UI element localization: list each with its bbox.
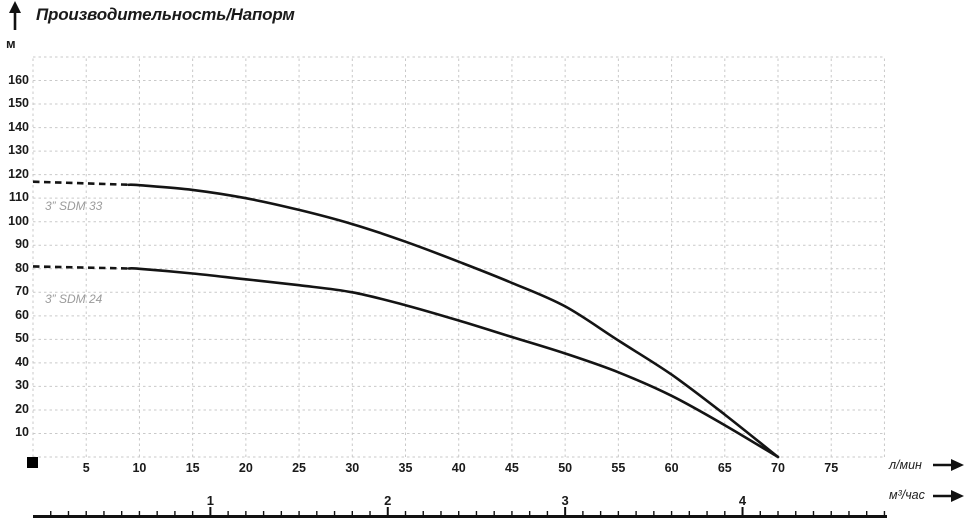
secondary-axis-ruler xyxy=(33,507,887,518)
x-tick-label: 40 xyxy=(451,461,466,475)
origin-marker xyxy=(27,457,38,468)
curve-label-sdm33: 3” SDM 33 xyxy=(45,199,103,213)
pump-curves xyxy=(32,180,780,459)
up-arrow-icon xyxy=(9,1,21,30)
right-arrow-icon xyxy=(933,490,964,502)
curve-sdm24 xyxy=(32,265,780,459)
y-tick-label: 10 xyxy=(15,425,29,440)
x2-axis-unit-label: м³/час xyxy=(889,488,925,502)
x2-tick-label: 4 xyxy=(738,493,747,508)
x2-tick-label: 2 xyxy=(384,493,392,508)
x2-tick-label: 3 xyxy=(561,493,569,508)
y-tick-label: 30 xyxy=(15,378,29,393)
x-tick-label: 25 xyxy=(292,461,307,475)
x-tick-label: 75 xyxy=(824,461,839,475)
y-tick-label: 130 xyxy=(8,143,29,158)
y-axis-unit-label: м xyxy=(6,36,16,51)
x-tick-label: 30 xyxy=(345,461,360,475)
x-tick-label: 15 xyxy=(185,461,200,475)
x2-tick-label: 1 xyxy=(206,493,214,508)
y-tick-label: 160 xyxy=(8,72,29,87)
x-tick-label: 60 xyxy=(664,461,679,475)
y-tick-label: 90 xyxy=(15,237,29,252)
y-tick-label: 20 xyxy=(15,401,29,416)
chart-title: Производительность/Напорм xyxy=(36,5,295,24)
x-tick-label: 5 xyxy=(82,461,90,475)
curve-sdm33 xyxy=(32,180,780,459)
y-tick-label: 50 xyxy=(15,331,29,346)
curve-label-sdm24: 3” SDM 24 xyxy=(45,292,103,306)
x-axis-unit-label: л/мин xyxy=(889,458,922,472)
y-tick-label: 70 xyxy=(15,284,29,299)
x-tick-label: 10 xyxy=(132,461,147,475)
y-tick-label: 110 xyxy=(8,190,29,205)
y-tick-label: 120 xyxy=(8,166,29,181)
x-tick-label: 45 xyxy=(504,461,519,475)
y-tick-label: 150 xyxy=(8,96,29,111)
grid-lines xyxy=(32,56,885,458)
y-tick-label: 60 xyxy=(15,307,29,322)
x-tick-label: 70 xyxy=(771,461,785,475)
y-tick-label: 100 xyxy=(8,213,29,228)
x-tick-label: 20 xyxy=(238,461,253,475)
y-tick-label: 140 xyxy=(8,119,29,134)
right-arrow-icon xyxy=(933,459,964,471)
x-tick-label: 35 xyxy=(398,461,413,475)
y-tick-label: 80 xyxy=(15,260,29,275)
x-tick-label: 55 xyxy=(611,461,626,475)
y-tick-label: 40 xyxy=(15,354,29,369)
x-tick-label: 65 xyxy=(717,461,732,475)
x-tick-label: 50 xyxy=(558,461,573,475)
